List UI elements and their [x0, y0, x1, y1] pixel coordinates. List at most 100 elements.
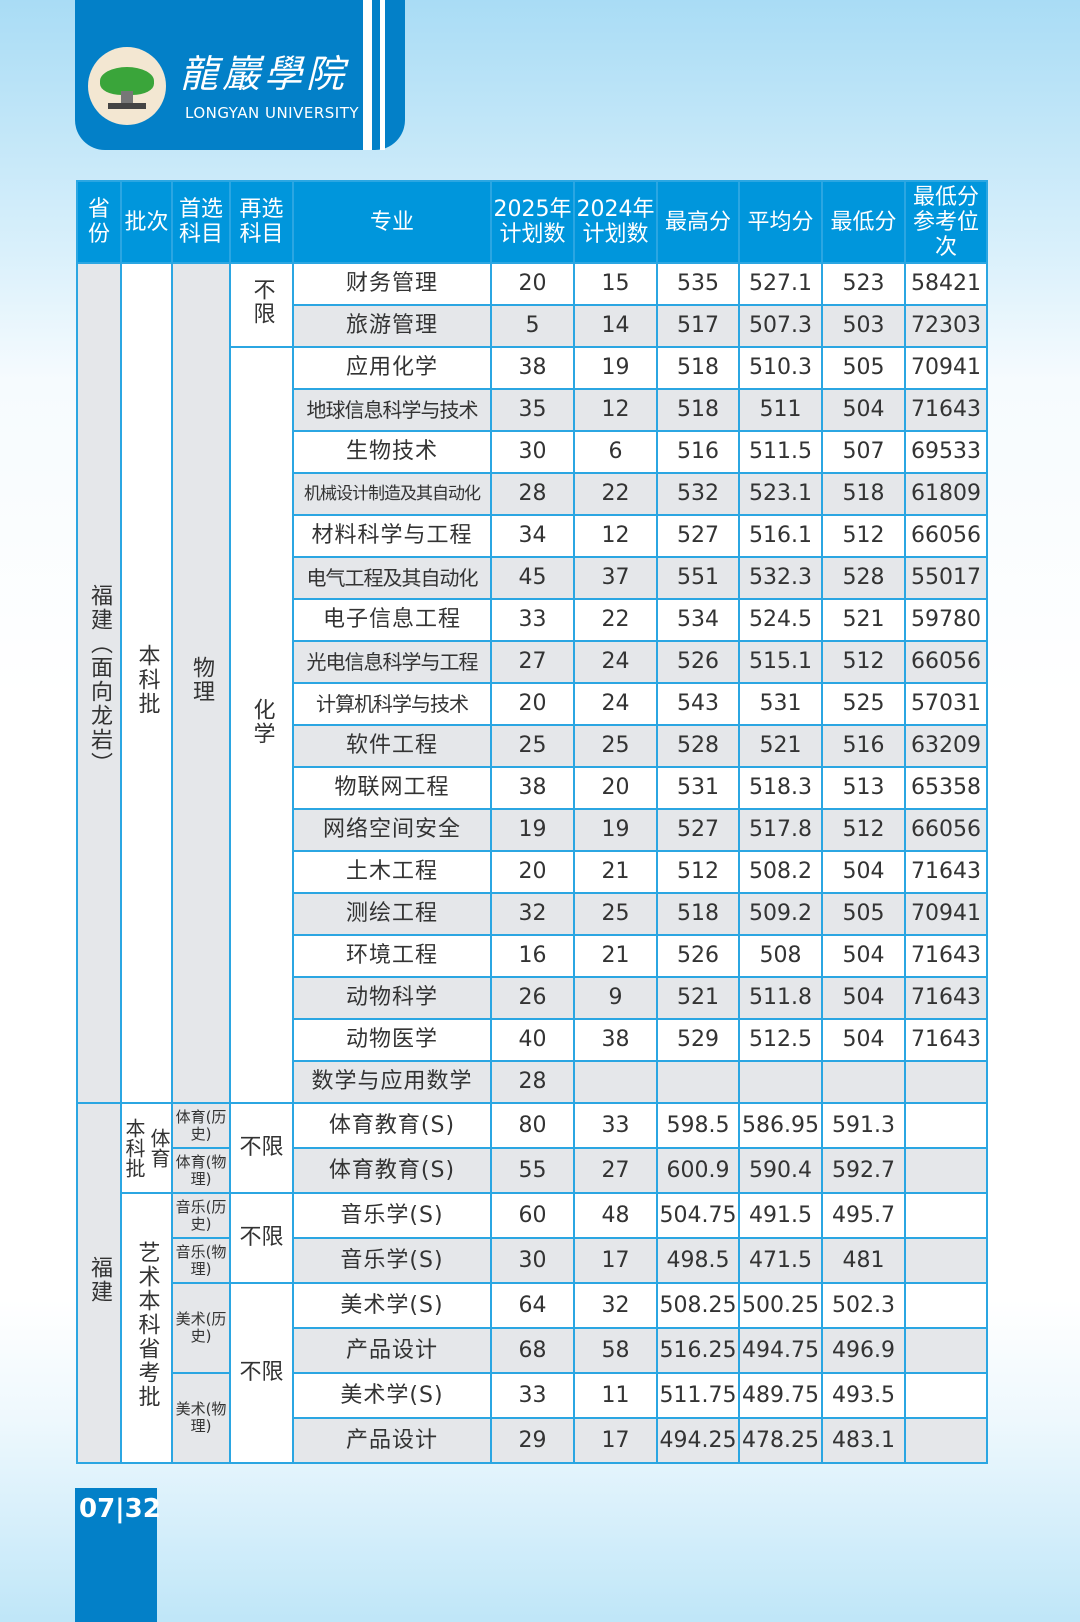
- first-subject-label: 物理: [189, 655, 214, 704]
- cell-max-score: 534: [656, 598, 740, 642]
- cell-major: 光电信息科学与工程: [292, 640, 492, 684]
- table-row: 网络空间安全 19 19 527 517.8 512 66056: [77, 808, 988, 852]
- cell-min-rank: [904, 1327, 988, 1374]
- cell-major: 财务管理: [292, 262, 492, 306]
- cell-max-score: 517: [656, 304, 740, 348]
- table-row: 音乐(物理) 音乐学(S) 30 17 498.5 471.5 481: [77, 1237, 988, 1284]
- cell-plan-2024: 33: [573, 1102, 658, 1149]
- column-header-major: 专业: [292, 180, 492, 264]
- cell-major: 土木工程: [292, 850, 492, 894]
- cell-plan-2025: 25: [490, 724, 575, 768]
- cell-min-rank: 66056: [904, 808, 988, 852]
- cell-max-score: 528: [656, 724, 740, 768]
- table-row: 计算机科学与技术 20 24 543 531 525 57031: [77, 682, 988, 726]
- cell-plan-2025: 27: [490, 640, 575, 684]
- cell-plan-2025: 30: [490, 430, 575, 474]
- cell-avg-score: [738, 1060, 823, 1104]
- cell-plan-2024: 17: [573, 1417, 658, 1464]
- cell-plan-2024: 14: [573, 304, 658, 348]
- cell-min-rank: 69533: [904, 430, 988, 474]
- cell-avg-score: 523.1: [738, 472, 823, 516]
- batch-label: 艺术本科省考批: [134, 1240, 160, 1409]
- cell-min-rank: 71643: [904, 1018, 988, 1062]
- table-row: 动物科学 26 9 521 511.8 504 71643: [77, 976, 988, 1020]
- cell-min-rank: 66056: [904, 514, 988, 558]
- cell-max-score: 518: [656, 388, 740, 432]
- cell-major: 体育教育(S): [292, 1147, 492, 1194]
- cell-plan-2024: 27: [573, 1147, 658, 1194]
- cell-max-score: 532: [656, 472, 740, 516]
- table-row: 福建（面向龙岩） 本科批 物理 不限 财务管理 20 15 535 527.1 523 58421: [76, 262, 988, 1104]
- cell-min-score: 512: [821, 640, 906, 684]
- cell-plan-2025: 16: [490, 934, 575, 978]
- cell-avg-score: 511.5: [738, 430, 823, 474]
- cell-min-score: 591.3: [821, 1102, 906, 1149]
- cell-plan-2024: 37: [573, 556, 658, 600]
- column-header-avg-score: 平均分: [738, 180, 823, 264]
- cell-plan-2025: 30: [490, 1237, 575, 1284]
- batch-sublabel: 体育: [147, 1128, 171, 1168]
- cell-plan-2024: 9: [573, 976, 658, 1020]
- cell-min-score: 504: [821, 976, 906, 1020]
- province-label: 福建（面向龙岩）: [87, 583, 112, 776]
- cell-plan-2025: 20: [490, 682, 575, 726]
- cell-max-score: 521: [656, 976, 740, 1020]
- batch-cell: 本科批: [120, 262, 173, 1104]
- cell-avg-score: 515.1: [738, 640, 823, 684]
- cell-min-rank: 66056: [904, 640, 988, 684]
- cell-major: 体育教育(S): [292, 1102, 492, 1149]
- cell-avg-score: 489.75: [738, 1372, 823, 1419]
- table-row: 体育(物理) 体育教育(S) 55 27 600.9 590.4 592.7: [77, 1147, 988, 1194]
- cell-plan-2024: 21: [573, 934, 658, 978]
- cell-plan-2025: 68: [490, 1327, 575, 1374]
- admission-scores-table: 省份 批次 首选科目 再选科目 专业 2025年计划数 2024年计划数 最高分 平均分 最低分最…: [76, 180, 988, 1464]
- second-subject-cell: 不限: [229, 262, 294, 348]
- cell-plan-2024: 15: [573, 262, 658, 306]
- first-subject-cell: 物理: [171, 262, 231, 1104]
- table-row: 物联网工程 38 20 531 518.3 513 65358: [77, 766, 988, 810]
- cell-major: 计算机科学与技术: [292, 682, 492, 726]
- cell-max-score: 511.75: [656, 1372, 740, 1419]
- cell-plan-2024: 24: [573, 640, 658, 684]
- cell-avg-score: 509.2: [738, 892, 823, 936]
- cell-plan-2025: 33: [490, 598, 575, 642]
- school-name-en: LONGYAN UNIVERSITY: [185, 104, 360, 122]
- cell-max-score: 504.75: [656, 1192, 740, 1239]
- cell-min-rank: 58421: [904, 262, 988, 306]
- table-row: 艺术本科省考批 音乐(历史) 不限 音乐学(S) 60 48 504.75 491.5 495.…: [77, 1192, 988, 1464]
- cell-max-score: 498.5: [656, 1237, 740, 1284]
- column-header-min-score: 最低分: [821, 180, 906, 264]
- cell-min-score: 504: [821, 934, 906, 978]
- cell-min-score: 523: [821, 262, 906, 306]
- cell-major: 地球信息科学与技术: [292, 388, 492, 432]
- batch-label: 本科批: [122, 1118, 146, 1178]
- cell-min-score: 513: [821, 766, 906, 810]
- cell-plan-2024: [573, 1060, 658, 1104]
- cell-max-score: 551: [656, 556, 740, 600]
- decorative-stripe: [380, 0, 385, 150]
- cell-plan-2024: 58: [573, 1327, 658, 1374]
- cell-avg-score: 508.2: [738, 850, 823, 894]
- cell-max-score: 526: [656, 934, 740, 978]
- cell-plan-2025: 28: [490, 1060, 575, 1104]
- cell-plan-2025: 26: [490, 976, 575, 1020]
- cell-plan-2025: 20: [490, 850, 575, 894]
- cell-min-rank: 65358: [904, 766, 988, 810]
- cell-min-score: 518: [821, 472, 906, 516]
- table-row: 福建 本科批 体育 体育(历史) 不限 体育教育(S) 80 33 598.5 586.95 591…: [76, 1102, 988, 1464]
- table-row: 美术(历史) 不限 美术学(S) 64 32 508.25 500.25 502.3: [77, 1282, 988, 1464]
- cell-avg-score: 527.1: [738, 262, 823, 306]
- footer-bar: [75, 1488, 157, 1622]
- cell-plan-2025: 20: [490, 262, 575, 306]
- batch-label: 本科批: [134, 643, 160, 716]
- cell-major: 测绘工程: [292, 892, 492, 936]
- cell-plan-2025: 29: [490, 1417, 575, 1464]
- cell-major: 音乐学(S): [292, 1237, 492, 1284]
- cell-min-score: 505: [821, 892, 906, 936]
- province-label: 福建: [87, 1255, 112, 1304]
- cell-max-score: 535: [656, 262, 740, 306]
- cell-min-score: 495.7: [821, 1192, 906, 1239]
- university-seal-logo: [88, 47, 166, 125]
- table-row: 电气工程及其自动化 45 37 551 532.3 528 55017: [77, 556, 988, 600]
- cell-max-score: 600.9: [656, 1147, 740, 1194]
